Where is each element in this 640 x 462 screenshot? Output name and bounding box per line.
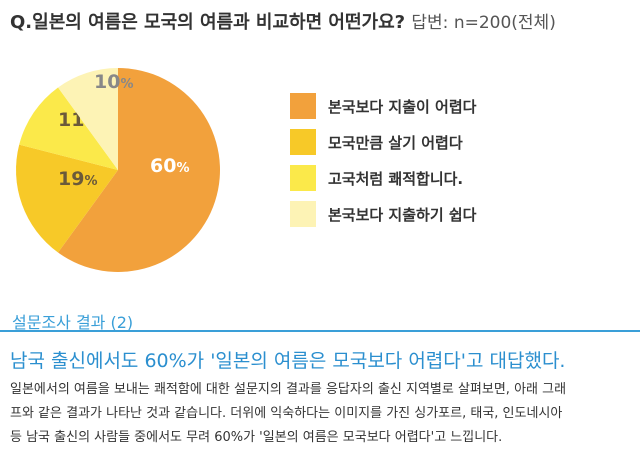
chart-legend: 본국보다 지출이 어렵다 모국만큼 살기 어렵다 고국처럼 쾌적합니다. 본국보… [290, 88, 476, 232]
section-title: 설문조사 결과 (2) [12, 313, 134, 332]
headline: 남국 출신에서도 60%가 '일본의 여름은 모국보다 어렵다'고 대답했다. [10, 350, 566, 372]
legend-item: 모국만큼 살기 어렵다 [290, 124, 476, 160]
legend-swatch [290, 93, 316, 119]
slice-label: 19% [58, 168, 97, 190]
legend-label: 본국보다 지출하기 쉽다 [328, 205, 477, 224]
section-divider [0, 330, 640, 332]
body-line: 등 남국 출신의 사람들 중에서도 무려 60%가 '일본의 여름은 모국보다 … [10, 430, 503, 445]
answer-info: 답변: n=200(전체) [411, 13, 556, 33]
body-line: 프와 같은 결과가 나타난 것과 같습니다. 더위에 익숙하다는 이미지를 가진… [10, 406, 563, 421]
legend-label: 고국처럼 쾌적합니다. [328, 169, 464, 188]
slice-label: 60% [150, 155, 189, 177]
legend-label: 모국만큼 살기 어렵다 [328, 133, 463, 152]
legend-item: 고국처럼 쾌적합니다. [290, 160, 476, 196]
legend-swatch [290, 201, 316, 227]
pie-slice [58, 68, 221, 272]
question-text: Q.일본의 여름은 모국의 여름과 비교하면 어떤가요? [10, 12, 406, 33]
body-paragraph: 일본에서의 여름을 보내는 쾌적함에 대한 설문지의 결과를 응답자의 출신 지… [10, 378, 632, 450]
pie-slice [16, 144, 119, 253]
body-line: 일본에서의 여름을 보내는 쾌적함에 대한 설문지의 결과를 응답자의 출신 지… [10, 382, 567, 397]
pie-chart: 60%19%11%10% [16, 68, 221, 272]
legend-swatch [290, 165, 316, 191]
legend-item: 본국보다 지출하기 쉽다 [290, 196, 476, 232]
legend-item: 본국보다 지출이 어렵다 [290, 88, 476, 124]
question-title: Q.일본의 여름은 모국의 여름과 비교하면 어떤가요? 답변: n=200(전… [10, 8, 556, 34]
pie-slice [19, 87, 119, 170]
pie-slice [58, 68, 118, 170]
legend-swatch [290, 129, 316, 155]
legend-label: 본국보다 지출이 어렵다 [328, 97, 477, 116]
slice-label: 10% [94, 71, 133, 93]
